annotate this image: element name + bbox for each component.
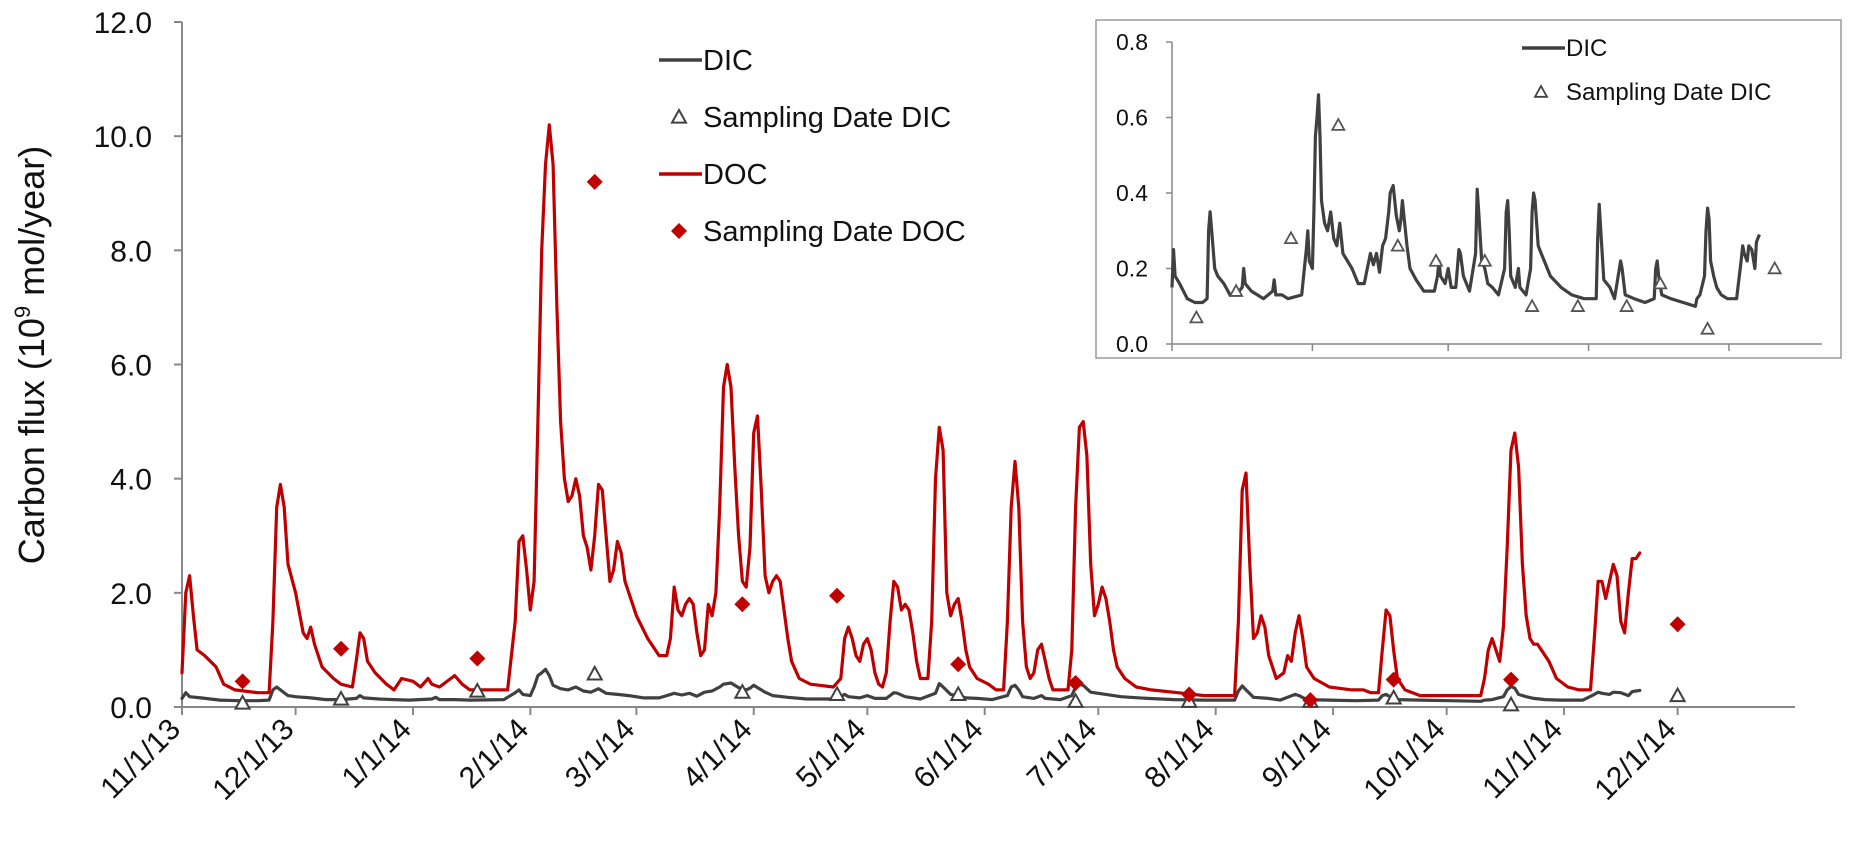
- inset-sampling-markers: [1188, 117, 1783, 335]
- inset-y-tick-label: 0.2: [1116, 256, 1148, 282]
- y-axis-label: Carbon flux (109 mol/year): [10, 146, 52, 564]
- dic-series-line: [180, 667, 1642, 703]
- inset-y-tick-label: 0.0: [1116, 331, 1148, 357]
- inset-legend-label: Sampling Date DIC: [1566, 79, 1771, 106]
- inset-sampling-dic-marker: [1767, 260, 1783, 275]
- inset-sampling-dic-marker: [1570, 298, 1586, 312]
- legend-diamond-swatch: [671, 223, 687, 239]
- inset-sampling-dic-marker: [1477, 253, 1493, 267]
- sampling-dic-marker: [1668, 686, 1687, 703]
- legend-triangle-swatch: [670, 107, 688, 124]
- doc-series-line: [180, 123, 1642, 698]
- sampling-doc-marker: [234, 673, 251, 690]
- sampling-dic-marker: [586, 664, 604, 681]
- y-tick-label: 6.0: [110, 350, 152, 383]
- legend-label: Sampling Date DOC: [703, 216, 966, 248]
- inset-legend-triangle-swatch: [1533, 84, 1549, 98]
- sampling-dic-marker: [1066, 692, 1085, 708]
- y-ticks: 0.0 2.0 4.0 6.0 8.0 10.0 12.0: [94, 7, 182, 725]
- y-tick-label: 4.0: [110, 464, 152, 497]
- sampling-doc-marker: [829, 587, 846, 604]
- main-sampling-markers: [233, 173, 1687, 712]
- legend-label: DOC: [703, 159, 767, 191]
- inset-legend: DIC Sampling Date DIC: [1522, 35, 1771, 106]
- sampling-doc-marker: [1067, 675, 1084, 692]
- inset-sampling-dic-marker: [1700, 321, 1716, 335]
- inset-y-ticks: 0.0 0.2 0.4 0.6 0.8: [1116, 29, 1172, 357]
- sampling-dic-marker: [1384, 688, 1403, 705]
- sampling-doc-marker: [333, 640, 350, 657]
- sampling-dic-marker: [949, 685, 967, 702]
- inset-sampling-dic-marker: [1188, 309, 1204, 324]
- sampling-doc-marker: [950, 656, 967, 673]
- y-tick-label: 12.0: [94, 7, 152, 40]
- inset-sampling-dic-marker: [1283, 230, 1299, 245]
- inset-legend-label: DIC: [1566, 35, 1607, 62]
- inset-frame: [1095, 19, 1842, 359]
- inset-sampling-dic-marker: [1619, 298, 1635, 312]
- inset-sampling-dic-marker: [1228, 283, 1244, 297]
- sampling-dic-marker: [1502, 695, 1520, 712]
- sampling-doc-marker: [1385, 671, 1402, 688]
- sampling-dic-marker: [332, 689, 350, 706]
- y-tick-label: 2.0: [110, 578, 152, 611]
- inset-series: [1170, 93, 1761, 308]
- sampling-doc-marker: [1302, 692, 1319, 709]
- sampling-doc-marker: [586, 173, 603, 190]
- inset-sampling-dic-marker: [1652, 275, 1668, 290]
- inset-sampling-dic-marker: [1390, 237, 1406, 252]
- inset-x-ticks: [1171, 344, 1730, 351]
- inset-dic-series-line: [1170, 93, 1761, 308]
- y-tick-label: 0.0: [110, 692, 152, 725]
- sampling-doc-marker: [1503, 671, 1520, 688]
- sampling-dic-marker: [828, 685, 846, 702]
- inset-y-tick-label: 0.8: [1116, 29, 1148, 55]
- sampling-doc-marker: [734, 596, 751, 613]
- sampling-dic-marker: [733, 683, 752, 699]
- y-tick-label: 10.0: [94, 121, 152, 154]
- inset-sampling-dic-marker: [1330, 117, 1346, 131]
- legend-label: Sampling Date DIC: [703, 102, 951, 134]
- sampling-doc-marker: [1181, 686, 1198, 703]
- sampling-doc-marker: [1669, 616, 1686, 633]
- legend-label: DIC: [703, 45, 753, 77]
- main-legend: DIC Sampling Date DIC DOC Sampling Date DOC: [659, 45, 966, 248]
- inset-y-tick-label: 0.6: [1116, 105, 1148, 131]
- sampling-dic-marker: [233, 693, 252, 710]
- inset-sampling-dic-marker: [1524, 298, 1540, 312]
- inset-chart: 0.0 0.2 0.4 0.6 0.8 DIC Sampling Date DIC: [1095, 19, 1842, 359]
- main-series: [180, 123, 1642, 703]
- sampling-dic-marker: [468, 681, 487, 698]
- sampling-doc-marker: [469, 650, 486, 667]
- y-tick-label: 8.0: [110, 235, 152, 268]
- inset-y-tick-label: 0.4: [1116, 180, 1148, 206]
- inset-sampling-dic-marker: [1428, 253, 1444, 267]
